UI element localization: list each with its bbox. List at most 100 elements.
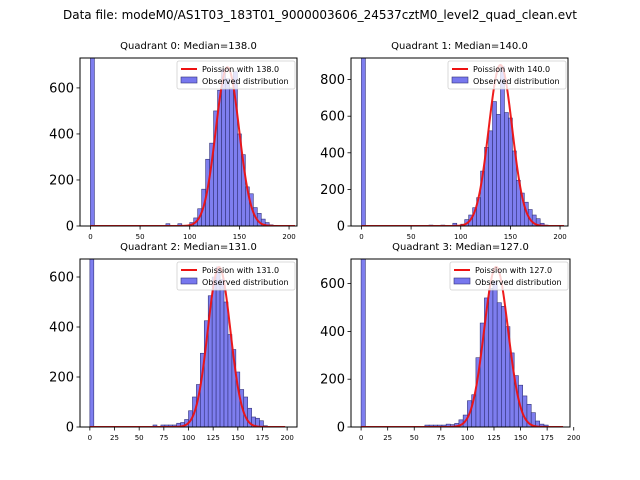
legend-bar-swatch xyxy=(453,277,471,285)
histogram-bar xyxy=(89,259,95,427)
x-tick-label: 0 xyxy=(359,233,363,241)
poisson-curve xyxy=(90,66,296,226)
histogram-bar xyxy=(229,87,234,226)
plot-area xyxy=(89,259,286,427)
subplot-quadrant-2: 0 200 400 600 0 25 50 75 100 125 150 175 200 Quadrant… xyxy=(49,242,298,442)
figure-suptitle: Data file: modeM0/AS1T03_183T01_90000036… xyxy=(63,8,577,22)
histogram-bar xyxy=(360,259,366,427)
y-tick-label: 600 xyxy=(49,271,74,286)
legend-label-poisson: Poission with 131.0 xyxy=(202,266,279,275)
legend-bar-swatch xyxy=(451,76,469,84)
x-tick-label: 25 xyxy=(110,434,119,442)
legend-bar-swatch xyxy=(180,76,198,84)
subplot-title: Quadrant 0: Median=138.0 xyxy=(120,41,257,52)
legend-box xyxy=(176,60,296,90)
axes-frame xyxy=(79,57,298,227)
legend-label-poisson: Poission with 127.0 xyxy=(475,266,552,275)
histogram-bar xyxy=(90,58,95,226)
x-tick-label: 50 xyxy=(135,434,144,442)
x-tick-label: 0 xyxy=(359,434,363,442)
histogram-bar xyxy=(492,101,497,226)
legend-box xyxy=(176,261,296,291)
legend-box xyxy=(449,261,569,291)
legend-bar-swatch xyxy=(180,277,198,285)
x-tick-label: 125 xyxy=(206,434,219,442)
histogram-bar xyxy=(361,58,366,226)
x-tick-label: 50 xyxy=(136,233,145,241)
legend-label-observed: Observed distribution xyxy=(202,77,289,86)
y-tick-label: 800 xyxy=(320,73,345,88)
y-tick-label: 600 xyxy=(320,277,345,292)
x-tick-label: 25 xyxy=(383,434,392,442)
histogram-bar xyxy=(219,279,225,427)
y-tick-label: 200 xyxy=(49,371,74,386)
legend-label-poisson: Poission with 138.0 xyxy=(202,65,279,74)
x-tick-label: 50 xyxy=(410,434,419,442)
y-tick-label: 400 xyxy=(320,146,345,161)
legend-label-observed: Observed distribution xyxy=(475,278,562,287)
x-tick-label: 75 xyxy=(159,434,168,442)
legend-label-observed: Observed distribution xyxy=(202,278,289,287)
y-tick-label: 0 xyxy=(337,421,345,436)
legend: Poission with 138.0 Observed distribution xyxy=(176,60,296,90)
axes-frame xyxy=(350,258,571,428)
y-tick-label: 200 xyxy=(320,183,345,198)
x-tick-label: 100 xyxy=(454,233,467,241)
poisson-curve xyxy=(89,265,286,427)
legend-label-observed: Observed distribution xyxy=(473,77,560,86)
y-tick-label: 400 xyxy=(320,325,345,340)
histogram-bar xyxy=(221,69,226,226)
x-tick-label: 150 xyxy=(504,233,517,241)
x-tick-label: 0 xyxy=(88,233,92,241)
plot-area xyxy=(360,259,564,427)
subplot-title: Quadrant 2: Median=131.0 xyxy=(120,242,257,253)
y-tick-label: 400 xyxy=(49,321,74,336)
x-tick-label: 100 xyxy=(182,434,195,442)
y-tick-label: 200 xyxy=(49,173,74,188)
y-tick-label: 200 xyxy=(320,373,345,388)
x-tick-label: 125 xyxy=(487,434,500,442)
subplot-title: Quadrant 1: Median=140.0 xyxy=(391,41,528,52)
y-tick-label: 600 xyxy=(320,110,345,125)
histogram-bar xyxy=(504,112,509,226)
legend-box xyxy=(447,60,567,90)
histogram-bar xyxy=(522,395,528,427)
histogram-bar xyxy=(488,130,493,226)
x-tick-label: 0 xyxy=(88,434,92,442)
legend: Poission with 131.0 Observed distribution xyxy=(176,261,296,291)
histogram-bar xyxy=(496,302,502,427)
x-tick-label: 200 xyxy=(553,233,566,241)
poisson-curve xyxy=(361,265,564,427)
x-tick-label: 75 xyxy=(436,434,445,442)
histogram-bar xyxy=(496,114,501,226)
x-tick-label: 175 xyxy=(540,434,553,442)
x-tick-label: 200 xyxy=(567,434,580,442)
histogram-bar xyxy=(508,117,513,226)
histogram-bar xyxy=(227,334,233,427)
subplot-quadrant-3: 0 200 400 600 0 25 50 75 100 125 150 175 200 Quadrant… xyxy=(320,242,580,442)
histogram-bar xyxy=(492,280,498,427)
y-tick-label: 600 xyxy=(49,81,74,96)
histogram-bar xyxy=(215,266,221,427)
legend: Poission with 140.0 Observed distribution xyxy=(447,60,567,90)
subplot-quadrant-0: 0 200 400 600 0 50 100 150 200 Quadrant 0: Median… xyxy=(49,41,298,241)
subplot-quadrant-1: 0 200 400 600 800 0 50 100 150 200 Quadrant 1: Med… xyxy=(320,41,569,241)
x-tick-label: 100 xyxy=(461,434,474,442)
x-tick-label: 100 xyxy=(183,233,196,241)
histogram-bar xyxy=(225,78,230,226)
y-tick-label: 400 xyxy=(49,127,74,142)
histogram-bar xyxy=(500,66,505,226)
x-tick-label: 150 xyxy=(514,434,527,442)
histogram-bar xyxy=(259,420,264,427)
histogram-bar xyxy=(211,276,217,427)
histogram-bar xyxy=(501,306,506,427)
x-tick-label: 150 xyxy=(231,434,244,442)
x-tick-label: 200 xyxy=(282,233,295,241)
y-tick-label: 0 xyxy=(66,421,74,436)
y-tick-label: 0 xyxy=(337,220,345,235)
x-tick-label: 175 xyxy=(256,434,269,442)
y-tick-label: 0 xyxy=(66,220,74,235)
legend-label-poisson: Poission with 140.0 xyxy=(473,65,550,74)
axes-frame xyxy=(350,57,569,227)
